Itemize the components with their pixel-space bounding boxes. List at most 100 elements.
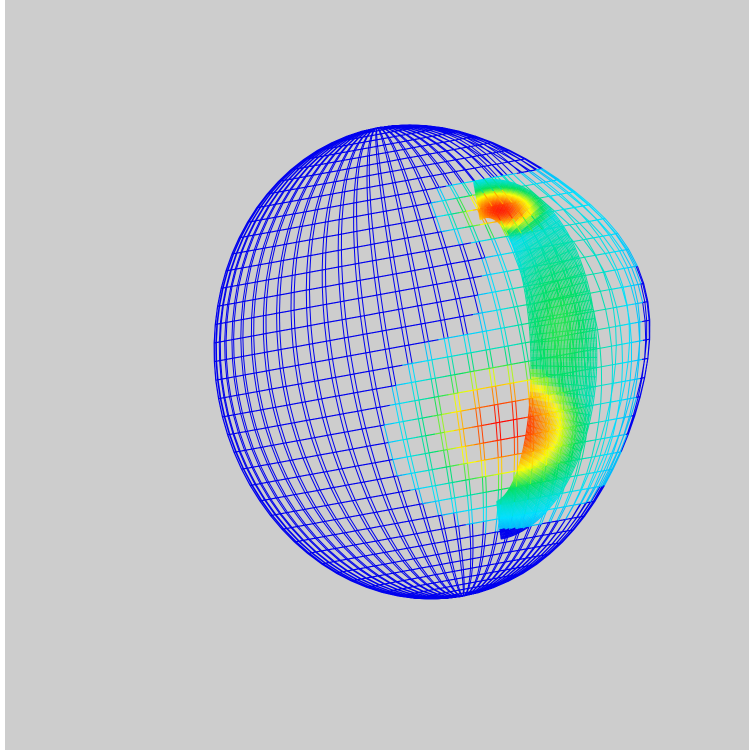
mesh-edge (450, 498, 455, 514)
mesh-edge (495, 553, 501, 564)
mesh-edge (302, 509, 314, 524)
mesh-edge (636, 378, 642, 398)
mesh-edge (486, 572, 493, 581)
mesh-edge (360, 482, 368, 499)
mesh-edge (437, 232, 444, 249)
mesh-edge (480, 460, 483, 478)
mesh-edge (634, 360, 639, 380)
mesh-edge (235, 236, 244, 254)
mesh-edge (258, 465, 268, 483)
mesh-edge (425, 576, 433, 584)
mesh-edge (389, 582, 402, 590)
mesh-edge (381, 129, 386, 134)
mesh-edge (394, 150, 399, 160)
mesh-edge (482, 331, 487, 351)
mesh-edge (410, 133, 420, 140)
mesh-edge (463, 335, 468, 354)
mesh-edge (333, 145, 343, 155)
mesh-edge (384, 574, 397, 583)
mesh-edge (428, 267, 434, 286)
mesh-edge (647, 301, 651, 321)
mesh-edge (370, 576, 385, 585)
mesh-edge (308, 552, 324, 564)
mesh-edge (454, 579, 458, 586)
mesh-edge (553, 194, 559, 196)
mesh-edge (530, 546, 541, 558)
mesh-edge (513, 306, 519, 326)
mesh-edge (380, 526, 389, 540)
mesh-edge (354, 466, 362, 483)
mesh-edge (548, 520, 558, 535)
mesh-edge (346, 570, 361, 580)
mesh-edge (371, 463, 378, 480)
mesh-edge (228, 434, 237, 453)
mesh-edge (387, 137, 392, 144)
mesh-edge (362, 334, 367, 353)
mesh-edge (283, 228, 289, 245)
mesh-edge (418, 585, 429, 592)
mesh-edge (344, 168, 348, 181)
mesh-edge (417, 418, 423, 437)
mesh-edge (277, 179, 289, 193)
mesh-edge (453, 393, 458, 412)
mesh-edge (405, 180, 410, 194)
mesh-edge (569, 207, 575, 209)
mesh-edge (240, 236, 248, 253)
mesh-edge (593, 236, 599, 239)
mesh-edge (254, 206, 265, 222)
mesh-edge (354, 177, 357, 191)
mesh-edge (376, 295, 380, 313)
mesh-edge (635, 359, 640, 362)
mesh-edge (394, 195, 399, 209)
mesh-edge (233, 376, 238, 396)
mesh-edge (325, 341, 330, 360)
mesh-edge (339, 301, 343, 320)
mesh-edge (351, 137, 359, 145)
mesh-edge (458, 429, 463, 448)
mesh-edge (518, 548, 527, 560)
mesh-edge (465, 588, 469, 593)
mesh-edge (563, 491, 571, 508)
mesh-edge (610, 251, 615, 254)
mesh-edge (469, 278, 475, 296)
mesh-edge (455, 298, 461, 318)
mesh-edge (244, 450, 253, 468)
mesh-edge (447, 214, 455, 230)
mesh-edge (366, 155, 369, 166)
mesh-edge (642, 283, 648, 302)
mesh-edge (328, 161, 335, 173)
mesh-edge (292, 167, 304, 180)
mesh-edge (333, 561, 348, 572)
mesh-edge (431, 486, 436, 502)
mesh-edge (384, 443, 390, 461)
mesh-edge (337, 160, 343, 171)
mesh-edge (366, 497, 375, 513)
mesh-edge (629, 361, 632, 381)
mesh-edge (375, 146, 378, 155)
mesh-edge (403, 506, 410, 522)
mesh-edge (381, 138, 385, 146)
mesh-edge (296, 440, 304, 459)
mesh-edge (618, 249, 623, 252)
mesh-edge (450, 375, 455, 394)
mesh-edge (276, 331, 279, 351)
mesh-edge (558, 193, 563, 196)
mesh-edge (587, 221, 600, 238)
mesh-edge (493, 151, 497, 154)
mesh-edge (332, 534, 344, 548)
mesh-edge (611, 435, 620, 454)
mesh-edge (525, 158, 543, 170)
mesh-edge (524, 361, 528, 381)
mesh-edge (510, 559, 520, 570)
mesh-edge (215, 361, 218, 380)
mesh-edge (302, 457, 311, 475)
mesh-edge (570, 191, 573, 193)
mesh-edge (313, 507, 324, 523)
mesh-edge (590, 204, 606, 219)
mesh-edge (406, 456, 412, 474)
mesh-edge (619, 250, 629, 268)
mesh-edge (385, 152, 389, 162)
mesh-edge (360, 316, 364, 335)
mesh-edge (452, 571, 456, 580)
